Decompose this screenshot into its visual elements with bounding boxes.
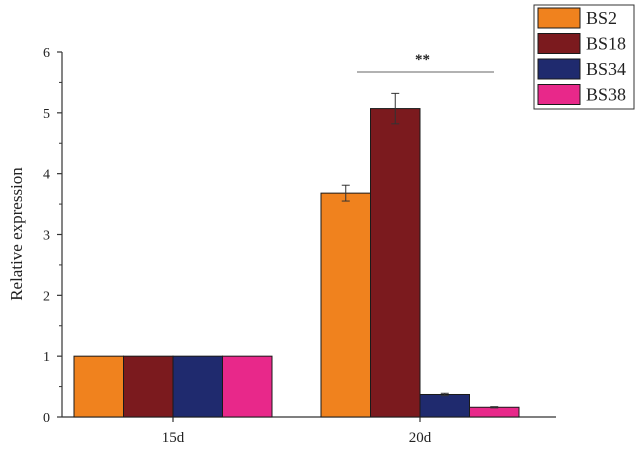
x-tick-label: 20d — [409, 430, 432, 446]
y-tick-label: 0 — [43, 411, 50, 426]
bar-bs38-15d — [222, 355, 273, 418]
y-axis-label: Relative expression — [7, 167, 26, 301]
y-tick-label: 4 — [43, 168, 50, 183]
bar-bs2-15d — [73, 355, 124, 418]
legend-label-bs34: BS34 — [586, 59, 626, 79]
legend: BS2 BS18 BS34 BS38 — [533, 4, 635, 110]
legend-label-bs38: BS38 — [586, 85, 626, 105]
bars — [73, 108, 520, 418]
bar-bs34-20d — [419, 393, 470, 418]
x-tick-label: 15d — [162, 430, 185, 446]
y-tick-label: 3 — [43, 229, 50, 244]
legend-label-bs2: BS2 — [586, 8, 617, 28]
legend-swatch-bs2 — [537, 7, 581, 29]
bar-bs34-15d — [172, 355, 223, 418]
x-axis: 15d 20d — [62, 416, 556, 446]
bar-bs38-20d — [469, 406, 520, 418]
bar-bs2-20d — [320, 192, 371, 418]
annotations: ** — [357, 52, 494, 73]
legend-swatch-bs34 — [537, 58, 581, 80]
y-tick-label: 6 — [43, 46, 50, 61]
legend-swatch-bs38 — [537, 84, 581, 105]
bar-bs18-20d — [370, 108, 421, 418]
y-tick-label: 2 — [43, 289, 50, 304]
y-tick-label: 1 — [43, 350, 50, 365]
error-bars — [341, 92, 499, 409]
legend-swatch-bs18 — [537, 33, 581, 54]
y-tick-label: 5 — [43, 107, 50, 122]
y-axis: 0 1 2 3 4 5 6 — [43, 46, 63, 426]
bar-bs18-15d — [123, 355, 174, 418]
legend-label-bs18: BS18 — [586, 34, 626, 54]
significance-marker: ** — [415, 52, 430, 68]
